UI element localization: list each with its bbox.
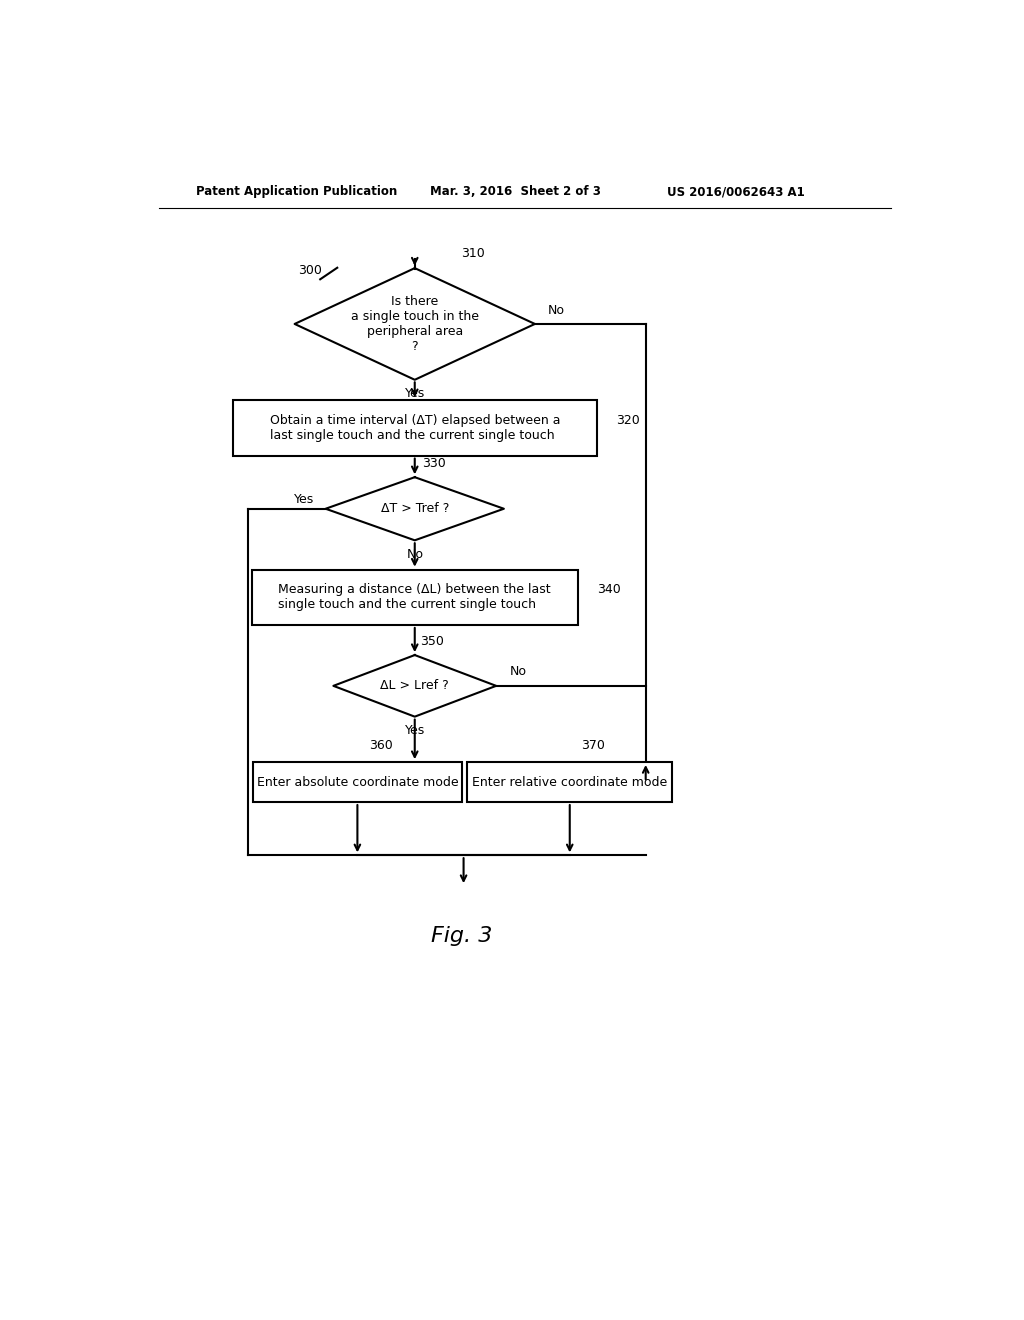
Text: Yes: Yes — [404, 387, 425, 400]
Text: Fig. 3: Fig. 3 — [430, 927, 492, 946]
Text: Yes: Yes — [294, 492, 314, 506]
Text: 360: 360 — [369, 739, 392, 751]
FancyBboxPatch shape — [253, 762, 462, 803]
Text: 310: 310 — [461, 247, 484, 260]
Text: ΔT > Tref ?: ΔT > Tref ? — [381, 502, 449, 515]
Text: No: No — [407, 548, 423, 561]
FancyBboxPatch shape — [232, 400, 597, 455]
Text: Patent Application Publication: Patent Application Publication — [197, 185, 397, 198]
Text: Yes: Yes — [404, 723, 425, 737]
Text: 370: 370 — [581, 739, 605, 751]
Text: 320: 320 — [616, 413, 640, 426]
Text: Measuring a distance (ΔL) between the last
single touch and the current single t: Measuring a distance (ΔL) between the la… — [279, 583, 551, 611]
Text: Enter absolute coordinate mode: Enter absolute coordinate mode — [257, 776, 458, 788]
Text: Enter relative coordinate mode: Enter relative coordinate mode — [472, 776, 668, 788]
Text: ΔL > Lref ?: ΔL > Lref ? — [380, 680, 450, 693]
Text: Obtain a time interval (ΔT) elapsed between a
last single touch and the current : Obtain a time interval (ΔT) elapsed betw… — [269, 414, 560, 442]
Text: 300: 300 — [299, 264, 323, 277]
Text: 330: 330 — [422, 457, 446, 470]
Text: No: No — [548, 304, 565, 317]
Text: 350: 350 — [420, 635, 443, 648]
Text: 340: 340 — [597, 583, 621, 597]
FancyBboxPatch shape — [467, 762, 673, 803]
Text: Is there
a single touch in the
peripheral area
?: Is there a single touch in the periphera… — [351, 294, 479, 352]
Text: US 2016/0062643 A1: US 2016/0062643 A1 — [667, 185, 805, 198]
Text: Mar. 3, 2016  Sheet 2 of 3: Mar. 3, 2016 Sheet 2 of 3 — [430, 185, 601, 198]
Text: No: No — [509, 665, 526, 678]
FancyBboxPatch shape — [252, 570, 578, 626]
